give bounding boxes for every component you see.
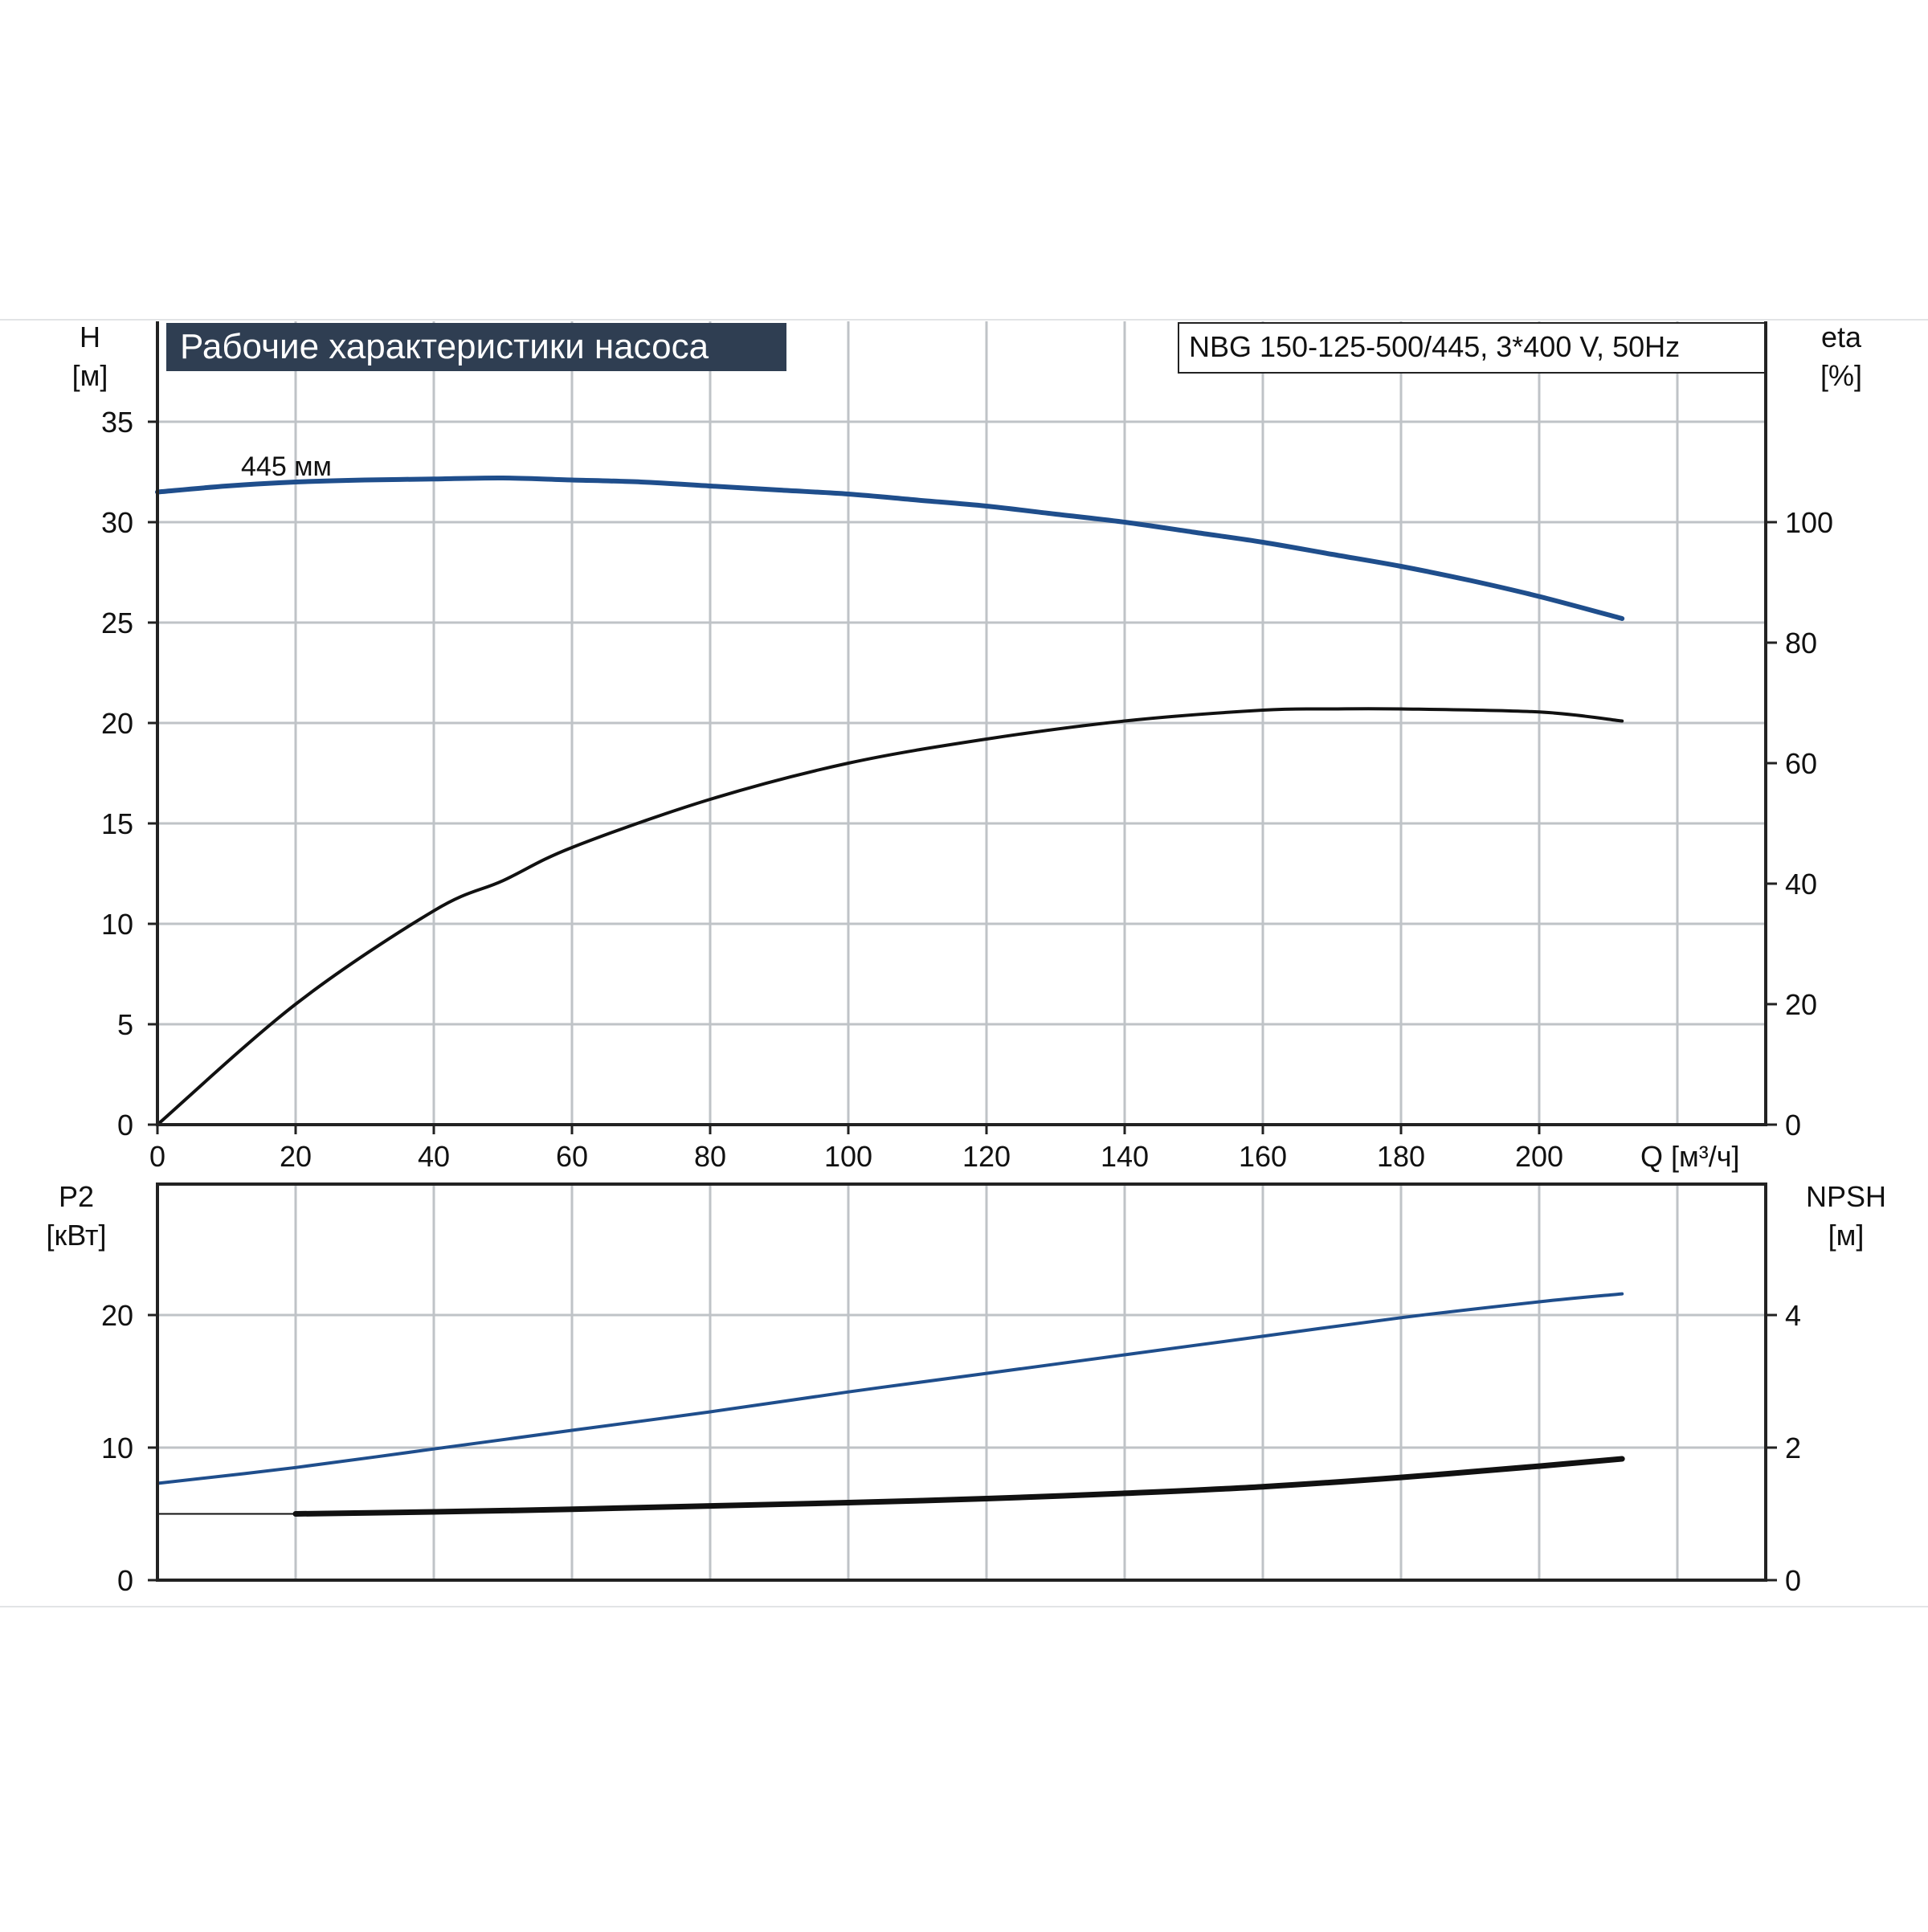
npsh-axis-unit: [м] <box>1828 1219 1865 1252</box>
head-curve <box>155 475 1625 621</box>
h-tick-label: 20 <box>101 707 133 740</box>
p2-tick-label: 0 <box>117 1564 133 1597</box>
eta-axis-unit: [%] <box>1820 359 1862 392</box>
bottom-plot-frame <box>156 1182 1767 1582</box>
h-tick-label: 10 <box>101 908 133 941</box>
p2-axis-title: P2 <box>59 1180 94 1213</box>
x-tick-label: 140 <box>1101 1140 1149 1173</box>
x-tick-label: 80 <box>694 1140 726 1173</box>
npsh-axis-title: NPSH <box>1806 1180 1886 1213</box>
eta-tick-label: 100 <box>1785 506 1833 539</box>
top-series <box>155 475 1625 1126</box>
title-box <box>166 323 786 371</box>
top-grid <box>157 321 1766 1125</box>
h-tick-label: 15 <box>101 807 133 840</box>
h-tick-label: 25 <box>101 607 133 639</box>
model-label: NBG 150-125-500/445, 3*400 V, 50Hz <box>1189 330 1680 363</box>
x-tick-label: 20 <box>280 1140 312 1173</box>
top-plot-frame <box>156 321 1767 1126</box>
x-axis-label: Q [м³/ч] <box>1640 1140 1740 1173</box>
p2-tick-label: 20 <box>101 1299 133 1332</box>
eta-tick-label: 60 <box>1785 747 1817 780</box>
x-tick-label: 160 <box>1239 1140 1287 1173</box>
x-tick-label: 100 <box>824 1140 872 1173</box>
eta-tick-label: 0 <box>1785 1109 1801 1142</box>
model-box <box>1178 322 1766 374</box>
x-ticks: 0 20 40 60 80 100 120 140 160 180 200 <box>149 1125 1563 1173</box>
top-ticks: 0 5 10 15 20 25 30 35 0 20 40 60 80 100 <box>101 406 1833 1142</box>
efficiency-curve <box>156 707 1624 1126</box>
p2-axis-unit: [кВт] <box>46 1219 106 1252</box>
h-axis-unit: [м] <box>72 359 108 392</box>
h-tick-label: 5 <box>117 1008 133 1041</box>
eta-axis-title: eta <box>1821 321 1862 353</box>
x-tick-label: 120 <box>962 1140 1011 1173</box>
bottom-ticks: 0 10 20 0 2 4 <box>101 1299 1801 1597</box>
npsh-tick-label: 4 <box>1785 1299 1801 1332</box>
h-tick-label: 30 <box>101 506 133 539</box>
eta-tick-label: 80 <box>1785 627 1817 660</box>
impeller-annotation: 445 мм <box>241 451 332 482</box>
x-tick-label: 200 <box>1515 1140 1563 1173</box>
npsh-tick-label: 2 <box>1785 1432 1801 1464</box>
h-axis-title: H <box>80 321 100 353</box>
eta-tick-label: 40 <box>1785 868 1817 901</box>
power-p2-curve <box>156 1292 1624 1485</box>
npsh-tick-label: 0 <box>1785 1564 1801 1597</box>
x-tick-label: 60 <box>556 1140 588 1173</box>
chart-title: Рабочие характеристики насоса <box>180 327 709 366</box>
x-tick-label: 0 <box>149 1140 165 1173</box>
npsh-curve <box>292 1456 1625 1517</box>
bottom-grid <box>157 1184 1766 1580</box>
eta-tick-label: 20 <box>1785 988 1817 1021</box>
bottom-series <box>156 1292 1625 1517</box>
h-tick-label: 0 <box>117 1109 133 1142</box>
x-tick-label: 180 <box>1377 1140 1425 1173</box>
x-tick-label: 40 <box>418 1140 450 1173</box>
h-tick-label: 35 <box>101 406 133 439</box>
p2-tick-label: 10 <box>101 1432 133 1464</box>
